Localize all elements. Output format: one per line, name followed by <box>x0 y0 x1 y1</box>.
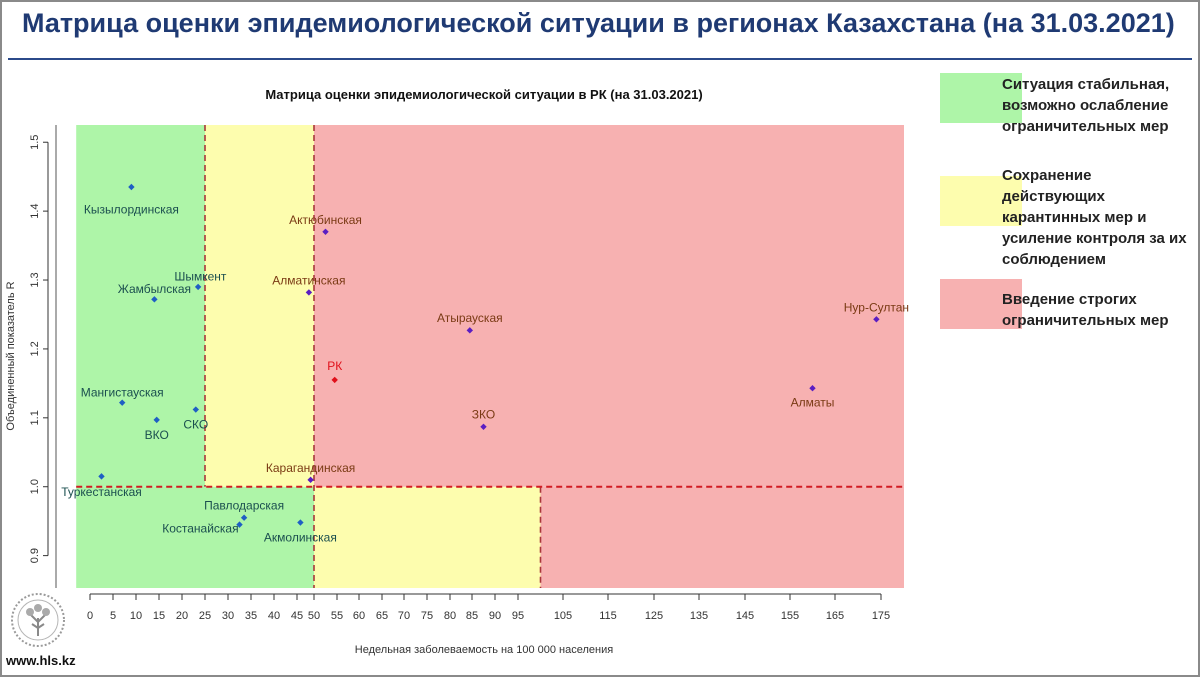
x-tick-label-22: 125 <box>645 610 663 622</box>
data-point-10 <box>322 228 329 235</box>
x-tick-label-1: 5 <box>110 610 116 622</box>
x-tick-label-4: 20 <box>176 610 188 622</box>
data-label-13: РК <box>327 359 342 373</box>
x-tick-label-16: 80 <box>444 610 456 622</box>
x-tick-label-25: 155 <box>781 610 799 622</box>
data-point-0 <box>128 183 135 191</box>
data-point-16 <box>809 384 816 392</box>
data-label-5: СКО <box>183 418 208 432</box>
x-tick-label-21: 115 <box>599 610 617 622</box>
data-label-6: Туркестанская <box>61 485 142 499</box>
data-point-11 <box>305 289 313 296</box>
x-tick-label-8: 40 <box>268 610 280 622</box>
data-point-14 <box>466 327 473 334</box>
x-tick-label-0: 0 <box>87 610 93 622</box>
x-tick-label-23: 135 <box>690 610 708 622</box>
data-label-1: Шымкент <box>174 270 227 284</box>
data-point-13 <box>331 376 338 384</box>
data-point-3 <box>119 399 126 406</box>
legend-label-yellow: Сохранение действующих карантинных мер и… <box>1002 167 1187 268</box>
x-tick-label-7: 35 <box>245 610 257 622</box>
legend-swatch-red <box>940 279 1022 329</box>
page-title: Матрица оценки эпидемиологической ситуац… <box>22 8 1175 38</box>
y-tick-label-6: 1.5 <box>29 135 41 150</box>
x-tick-label-11: 55 <box>331 610 343 622</box>
legend-label-red: Введение строгих ограничительных мер <box>1002 291 1169 329</box>
data-point-9 <box>297 519 304 526</box>
data-point-15 <box>480 423 487 430</box>
zone-3 <box>314 486 541 588</box>
x-tick-label-15: 75 <box>421 610 433 622</box>
data-label-8: Костанайская <box>162 522 238 536</box>
data-label-4: ВКО <box>145 428 169 442</box>
y-axis-title: Объединенный показатель R <box>5 281 17 430</box>
zone-2 <box>205 125 314 487</box>
x-tick-label-5: 25 <box>199 610 211 622</box>
data-label-9: Акмолинская <box>264 531 337 545</box>
data-point-5 <box>192 406 199 413</box>
legend-label-green: Ситуация стабильная, возможно ослабление… <box>1002 76 1170 135</box>
data-point-17 <box>873 316 880 323</box>
x-tick-label-26: 165 <box>826 610 844 622</box>
x-tick-label-12: 60 <box>353 610 365 622</box>
data-label-16: Алматы <box>791 396 835 410</box>
x-tick-label-14: 70 <box>398 610 410 622</box>
data-point-2 <box>151 296 158 303</box>
data-label-12: Карагандинская <box>266 461 355 475</box>
zone-0 <box>76 125 205 487</box>
zone-1 <box>76 486 314 588</box>
data-label-0: Кызылординская <box>84 203 179 217</box>
data-label-7: Павлодарская <box>204 498 284 512</box>
y-tick-label-5: 1.4 <box>29 203 41 218</box>
data-point-1 <box>194 283 202 291</box>
x-tick-label-20: 105 <box>554 610 572 622</box>
x-tick-label-9: 45 <box>291 610 303 622</box>
data-label-2: Жамбылская <box>118 282 191 296</box>
data-point-7 <box>240 514 248 521</box>
x-tick-label-17: 85 <box>466 610 478 622</box>
data-point-8 <box>236 521 243 528</box>
x-tick-label-6: 30 <box>222 610 234 622</box>
data-label-10: Актюбинская <box>289 213 362 227</box>
data-label-14: Атырауская <box>437 311 503 325</box>
x-tick-label-10: 50 <box>308 610 320 622</box>
x-tick-label-2: 10 <box>130 610 142 622</box>
x-tick-label-13: 65 <box>376 610 388 622</box>
y-tick-label-2: 1.1 <box>29 410 41 425</box>
zone-5 <box>540 486 904 588</box>
x-tick-label-19: 95 <box>512 610 524 622</box>
title-divider <box>8 58 1192 60</box>
data-label-15: ЗКО <box>472 407 495 421</box>
footer-url: www.hls.kz <box>6 653 76 668</box>
x-tick-label-24: 145 <box>736 610 754 622</box>
data-point-6 <box>98 473 105 480</box>
data-label-17: Нур-Султан <box>844 301 909 315</box>
data-point-12 <box>307 476 314 484</box>
x-tick-label-3: 15 <box>153 610 165 622</box>
y-tick-label-1: 1.0 <box>29 479 41 494</box>
x-axis-title: Недельная заболеваемость на 100 000 насе… <box>355 644 613 656</box>
chart-title: Матрица оценки эпидемиологической ситуац… <box>265 87 702 102</box>
data-label-3: Мангистауская <box>81 385 164 399</box>
y-tick-label-3: 1.2 <box>29 341 41 356</box>
y-tick-label-0: 0.9 <box>29 548 41 563</box>
zone-4 <box>314 125 904 487</box>
x-tick-label-18: 90 <box>489 610 501 622</box>
legend-swatch-yellow <box>940 176 1022 226</box>
y-tick-label-4: 1.3 <box>29 272 41 287</box>
legend-swatch-green <box>940 73 1022 123</box>
data-label-11: Алматинская <box>272 274 345 288</box>
data-point-4 <box>153 416 160 424</box>
hls-logo <box>11 593 65 647</box>
x-tick-label-27: 175 <box>872 610 890 622</box>
